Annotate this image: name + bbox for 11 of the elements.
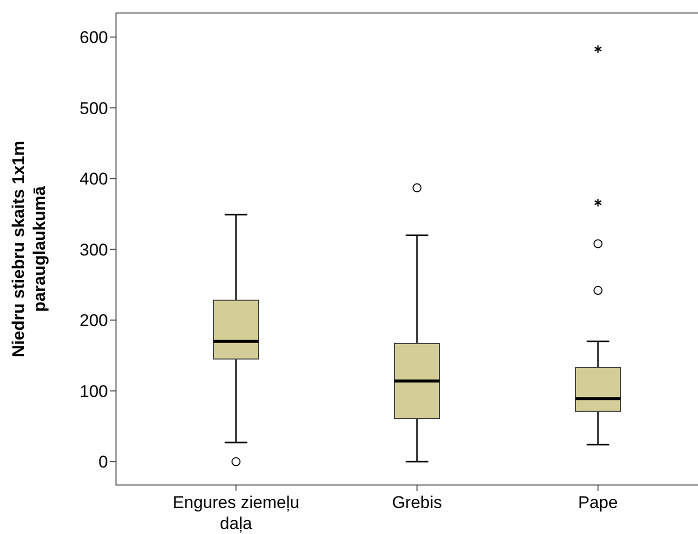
y-tick-label: 600	[80, 28, 108, 48]
y-tick-label: 500	[80, 98, 108, 118]
x-tick-label: Engures ziemeļu daļa	[172, 493, 300, 533]
y-tick-label: 400	[80, 170, 108, 189]
x-tick-label: Pape	[578, 493, 618, 512]
y-tick-label: 100	[80, 382, 108, 401]
y-tick-label: 300	[80, 240, 108, 260]
y-axis-title: Niedru stiebru skaits 1x1m parauglaukumā	[9, 140, 49, 358]
y-tick-label: 0	[98, 452, 108, 472]
y-tick-label: 200	[80, 311, 108, 330]
x-tick-label: Grebis	[392, 493, 442, 512]
